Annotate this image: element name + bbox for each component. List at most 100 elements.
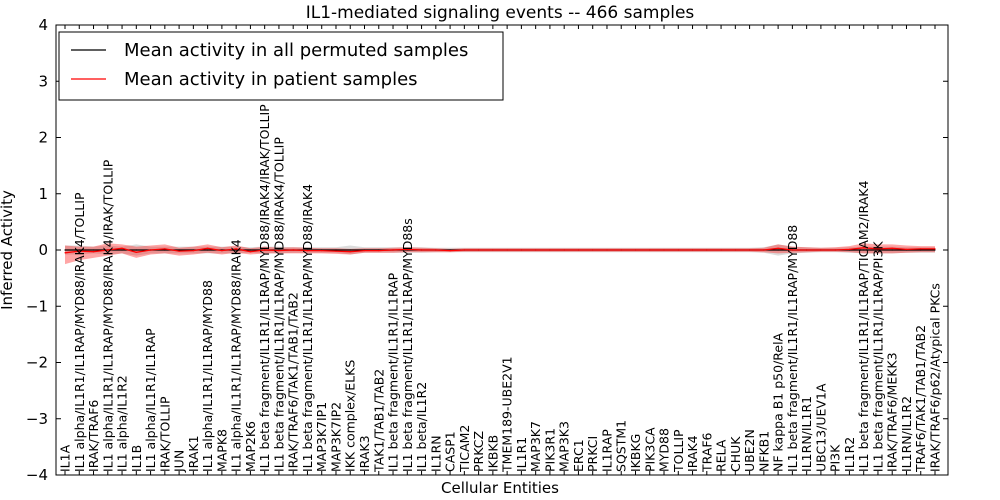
x-tick-label: IL1RN/IL1R2 <box>899 396 914 472</box>
x-tick-label: IRAK/TRAF6/TAK1/TAB1/TAB2 <box>286 292 301 472</box>
x-tick-label: NFKB1 <box>756 431 771 472</box>
line-patient-point <box>920 248 922 250</box>
x-tick-label: IRAK/TOLLIP <box>157 396 172 472</box>
y-axis: −4 −3 −2 −1 0 1 2 3 4 <box>26 16 948 484</box>
line-patient-point <box>506 249 508 251</box>
line-patient-point <box>763 249 765 251</box>
line-permuted-point <box>178 249 180 251</box>
line-patient-point <box>107 249 109 251</box>
line-patient-point <box>834 249 836 251</box>
chart-title: IL1-mediated signaling events -- 466 sam… <box>306 3 695 23</box>
series-lines <box>64 247 936 254</box>
x-tick-label: IRAK/TRAF6/MEKK3 <box>885 352 900 472</box>
x-tick-label: IL1 beta fragment/IL1R1/IL1RAP/MYD88/IRA… <box>257 104 272 472</box>
line-patient-point <box>592 249 594 251</box>
line-patient-point <box>335 250 337 252</box>
x-tick-label: IRAK/TRAF6/p62/Atypical PKCs <box>928 283 943 472</box>
line-permuted-point <box>164 249 166 251</box>
line-patient-point <box>691 249 694 251</box>
y-tick-label: −1 <box>26 297 48 315</box>
line-patient-point <box>278 250 280 252</box>
line-patient <box>64 247 935 254</box>
x-tick-label: ERC1 <box>571 439 586 472</box>
y-tick-label: −3 <box>26 410 48 428</box>
line-patient-point <box>549 249 551 251</box>
x-tick-label: IL1 beta fragment/IL1R1/IL1RAP/MYD88s <box>400 218 415 472</box>
line-patient-point <box>178 250 180 252</box>
line-patient-point <box>92 251 95 253</box>
x-tick-label: MAP2K6 <box>243 421 258 472</box>
line-patient-point <box>577 249 580 251</box>
line-patient-point <box>706 249 708 251</box>
x-tick-label: IL1B <box>129 445 144 472</box>
line-patient-point <box>520 249 523 251</box>
line-patient-point <box>121 247 123 249</box>
x-tick-label: SQSTM1 <box>614 420 629 472</box>
x-tick-label: IL1 beta fragment/IL1R1/IL1RAP/TICAM2/IR… <box>856 181 871 472</box>
x-tick-label: IL1 beta fragment/IL1R1/IL1RAP/MYD88 <box>785 225 800 472</box>
line-patient-point <box>848 248 851 250</box>
line-permuted-point <box>891 249 893 251</box>
x-tick-label: MYD88 <box>657 428 672 472</box>
x-tick-label: CHUK <box>728 436 743 472</box>
x-tick-label: UBE2N <box>742 429 757 472</box>
line-patient-point <box>734 249 736 251</box>
y-axis-label: Inferred Activity <box>0 190 16 310</box>
x-tick-label: PRKCZ <box>471 431 486 472</box>
line-patient-point <box>363 250 366 252</box>
x-tick-label: MAP3K7IP2 <box>329 402 344 472</box>
x-tick-label: MAP3K7 <box>528 421 543 472</box>
line-patient-point <box>221 250 223 252</box>
y-tick-label: 3 <box>38 72 48 90</box>
line-patient-point <box>806 249 808 251</box>
line-patient-point <box>292 249 294 251</box>
line-patient-point <box>135 251 137 253</box>
x-tick-label: IL1RN/IL1R1 <box>799 396 814 472</box>
line-permuted-point <box>135 249 137 251</box>
line-patient-point <box>164 248 166 250</box>
x-tick-label: MAP3K7IP1 <box>314 402 329 472</box>
line-patient-point <box>150 249 152 251</box>
line-patient-point <box>777 247 779 249</box>
line-permuted-point <box>934 249 936 251</box>
x-tick-label: IKK complex/ELKS <box>343 360 358 472</box>
x-tick-label: IL1 alpha/IL1R1/IL1RAP/MYD88/IRAK4 <box>229 239 244 472</box>
x-tick-label: PI3K <box>828 444 843 472</box>
x-tick-label: RELA <box>714 439 729 472</box>
line-patient-point <box>877 248 879 250</box>
x-tick-label: TOLLIP <box>671 429 686 473</box>
x-tick-label: IKBKB <box>485 435 500 472</box>
line-permuted-point <box>92 249 95 251</box>
line-patient-point <box>306 250 309 252</box>
line-patient-point <box>563 249 565 251</box>
x-tick-label: IKBKG <box>628 434 643 472</box>
line-patient-point <box>492 249 494 251</box>
y-tick-label: 1 <box>38 185 48 203</box>
line-patient-point <box>934 248 936 250</box>
x-tick-label: UBC13/UEV1A <box>813 383 828 472</box>
y-tick-label: −2 <box>26 354 48 372</box>
line-patient-point <box>207 247 209 249</box>
legend-label-permuted: Mean activity in all permuted samples <box>124 40 468 61</box>
x-tick-label: IRAK/TRAF6 <box>86 400 101 472</box>
line-patient-point <box>249 251 251 253</box>
line-patient-point <box>449 250 451 252</box>
line-patient-point <box>791 249 794 251</box>
line-patient-point <box>78 250 80 252</box>
line-permuted-point <box>920 249 922 251</box>
x-tick-label: IL1 alpha/IL1R1/IL1RAP/MYD88 <box>200 280 215 472</box>
x-tick-label: IL1 beta fragment/IL1R1/IL1RAP/MYD88/IRA… <box>300 184 315 472</box>
line-permuted-point <box>877 249 879 251</box>
line-patient-point <box>64 252 66 254</box>
x-tick-label: IL1 beta/IL1R2 <box>414 382 429 472</box>
x-tick-label: IL1 alpha/IL1R1/IL1RAP/MYD88/IRAK4/TOLLI… <box>72 192 87 472</box>
legend-label-patient: Mean activity in patient samples <box>124 69 418 90</box>
x-tick-label: JUN <box>172 450 187 473</box>
x-tick-label: PIK3R1 <box>542 428 557 472</box>
x-tick-label: CASP1 <box>443 431 458 472</box>
line-patient-point <box>378 250 380 252</box>
line-patient-point <box>749 249 751 251</box>
line-patient-point <box>820 249 822 251</box>
x-tick-label: IL1 alpha/IL1R1/IL1RAP <box>143 328 158 472</box>
